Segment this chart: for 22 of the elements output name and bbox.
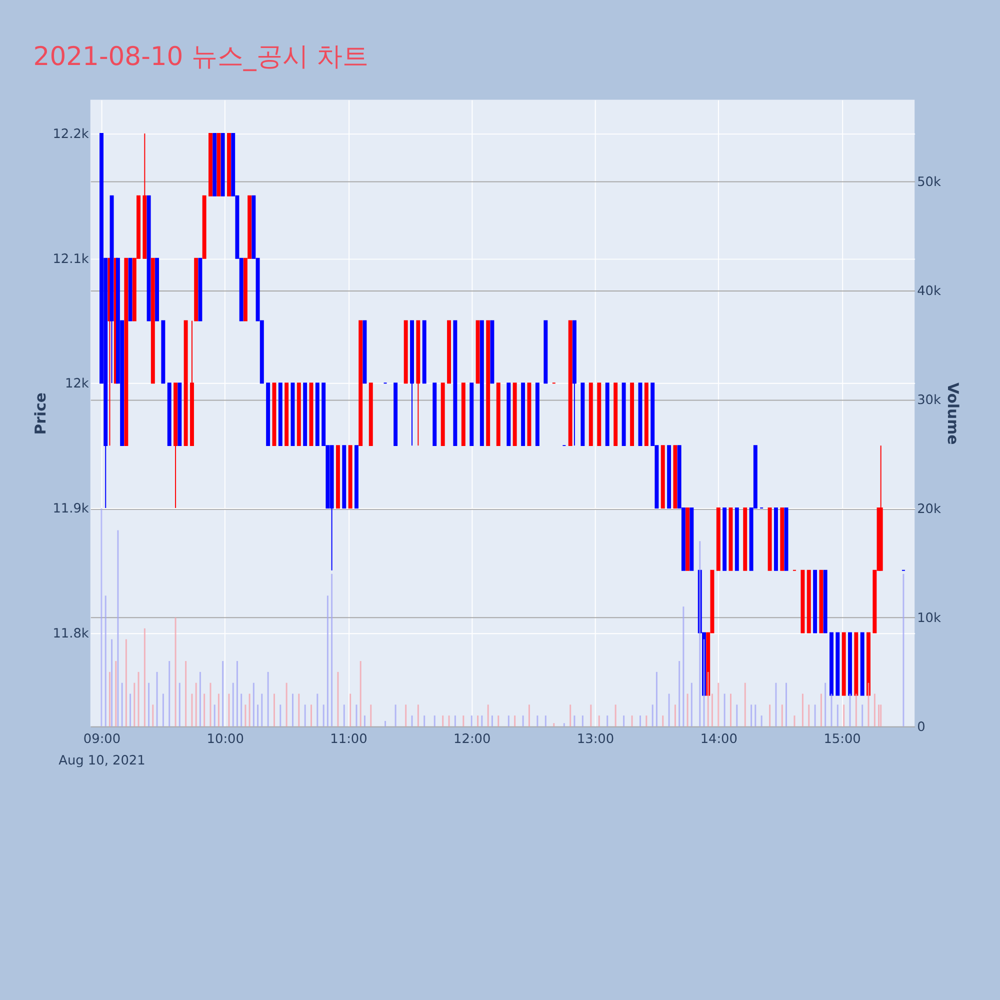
y-tick-label: 12.1k xyxy=(52,252,90,267)
x-tick-label: 11:00 xyxy=(330,732,368,747)
y2-tick-label: 50k xyxy=(917,175,942,190)
y-tick-label: 11.8k xyxy=(52,626,90,642)
y-tick-label: 12.2k xyxy=(52,126,90,142)
y-axis-title: Price xyxy=(32,392,50,435)
y2-axis-title: Volume xyxy=(944,382,962,445)
y2-tick-label: 20k xyxy=(917,502,942,517)
chart-title: 2021-08-10 뉴스_공시 차트 xyxy=(33,42,369,72)
y-tick-label: 12k xyxy=(65,376,90,392)
y2-tick-label: 30k xyxy=(917,392,942,408)
x-tick-label: 12:00 xyxy=(454,732,491,747)
y-tick-label: 11.9k xyxy=(52,501,90,516)
x-tick-label: 10:00 xyxy=(206,732,244,747)
y2-tick-label: 0 xyxy=(917,720,926,735)
y2-tick-label: 10k xyxy=(917,610,942,626)
x-tick-label: 09:00 xyxy=(83,732,121,747)
x-tick-label: 13:00 xyxy=(576,732,614,747)
text: Aug 10, 2021 xyxy=(58,754,146,769)
x-tick-label: 15:00 xyxy=(824,732,861,747)
y2-tick-label: 40k xyxy=(917,284,942,299)
x-tick-label: 14:00 xyxy=(700,732,738,747)
